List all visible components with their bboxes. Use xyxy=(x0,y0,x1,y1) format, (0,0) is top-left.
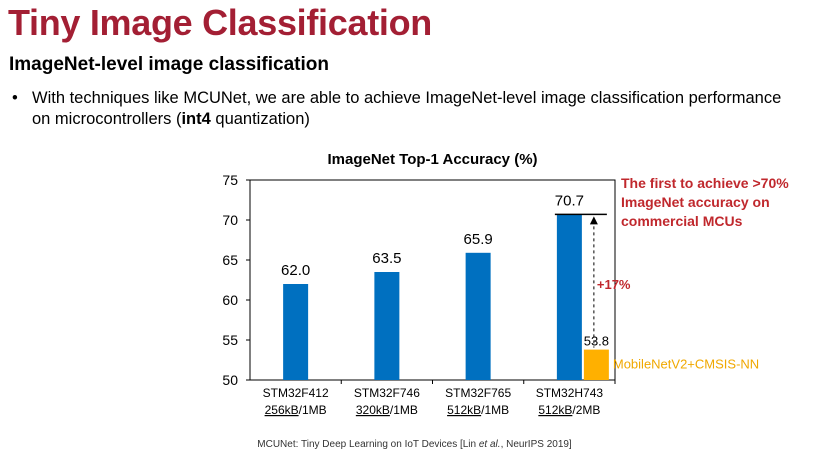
bar xyxy=(465,252,491,380)
y-tick-label: 65 xyxy=(222,252,238,268)
bar-value-label: 63.5 xyxy=(372,250,401,267)
x-tick-memory-label: 512kB/2MB xyxy=(538,403,600,417)
bar xyxy=(556,214,582,380)
bullet-text-prefix: With techniques like MCUNet, we are able… xyxy=(32,89,782,128)
y-tick-label: 75 xyxy=(222,172,238,188)
flash-size: /1MB xyxy=(481,403,509,417)
y-tick-label: 70 xyxy=(222,212,238,228)
bar xyxy=(283,284,309,380)
bullet-text: With techniques like MCUNet, we are able… xyxy=(32,88,802,130)
baseline-bar-value-label: 53.8 xyxy=(584,334,609,349)
bar-value-label: 65.9 xyxy=(464,231,493,248)
chart-title: ImageNet Top-1 Accuracy (%) xyxy=(327,151,537,168)
y-tick-label: 60 xyxy=(222,292,238,308)
footnote-italic: et al. xyxy=(478,439,501,450)
footnote: MCUNet: Tiny Deep Learning on IoT Device… xyxy=(0,439,829,450)
gain-label: +17% xyxy=(597,277,631,292)
bullet-text-suffix: quantization) xyxy=(210,110,310,128)
footnote-suffix: , NeurIPS 2019] xyxy=(500,439,572,450)
sram-size: 512kB xyxy=(538,403,572,417)
flash-size: /1MB xyxy=(390,403,418,417)
y-tick-label: 55 xyxy=(222,332,238,348)
flash-size: /1MB xyxy=(299,403,327,417)
bullet-text-bold: int4 xyxy=(181,110,211,128)
bar xyxy=(374,272,400,380)
x-tick-memory-label: 512kB/1MB xyxy=(447,403,509,417)
x-tick-label: STM32F412 xyxy=(263,386,329,400)
slide-subtitle: ImageNet-level image classification xyxy=(9,54,329,75)
bullet-dot-icon: • xyxy=(12,89,18,107)
bar-value-label: 70.7 xyxy=(555,192,584,209)
bullet-point: • With techniques like MCUNet, we are ab… xyxy=(12,88,802,130)
x-tick-label: STM32F765 xyxy=(445,386,511,400)
y-tick-label: 50 xyxy=(222,372,238,388)
callout-text: commercial MCUs xyxy=(621,213,743,229)
callout-text: ImageNet accuracy on xyxy=(621,194,770,210)
baseline-series-label: MobileNetV2+CMSIS-NN xyxy=(613,357,759,372)
x-tick-label: STM32F746 xyxy=(354,386,420,400)
flash-size: /2MB xyxy=(572,403,600,417)
x-tick-memory-label: 256kB/1MB xyxy=(265,403,327,417)
callout-text: The first to achieve >70% xyxy=(621,175,789,191)
gain-arrow-head-icon xyxy=(589,216,598,225)
footnote-prefix: MCUNet: Tiny Deep Learning on IoT Device… xyxy=(257,439,479,450)
sram-size: 256kB xyxy=(265,403,299,417)
sram-size: 320kB xyxy=(356,403,390,417)
sram-size: 512kB xyxy=(447,403,481,417)
bar-value-label: 62.0 xyxy=(281,262,310,279)
x-tick-label: STM32H743 xyxy=(536,386,604,400)
baseline-bar xyxy=(583,349,609,380)
slide-title: Tiny Image Classification xyxy=(8,2,432,43)
x-tick-memory-label: 320kB/1MB xyxy=(356,403,418,417)
